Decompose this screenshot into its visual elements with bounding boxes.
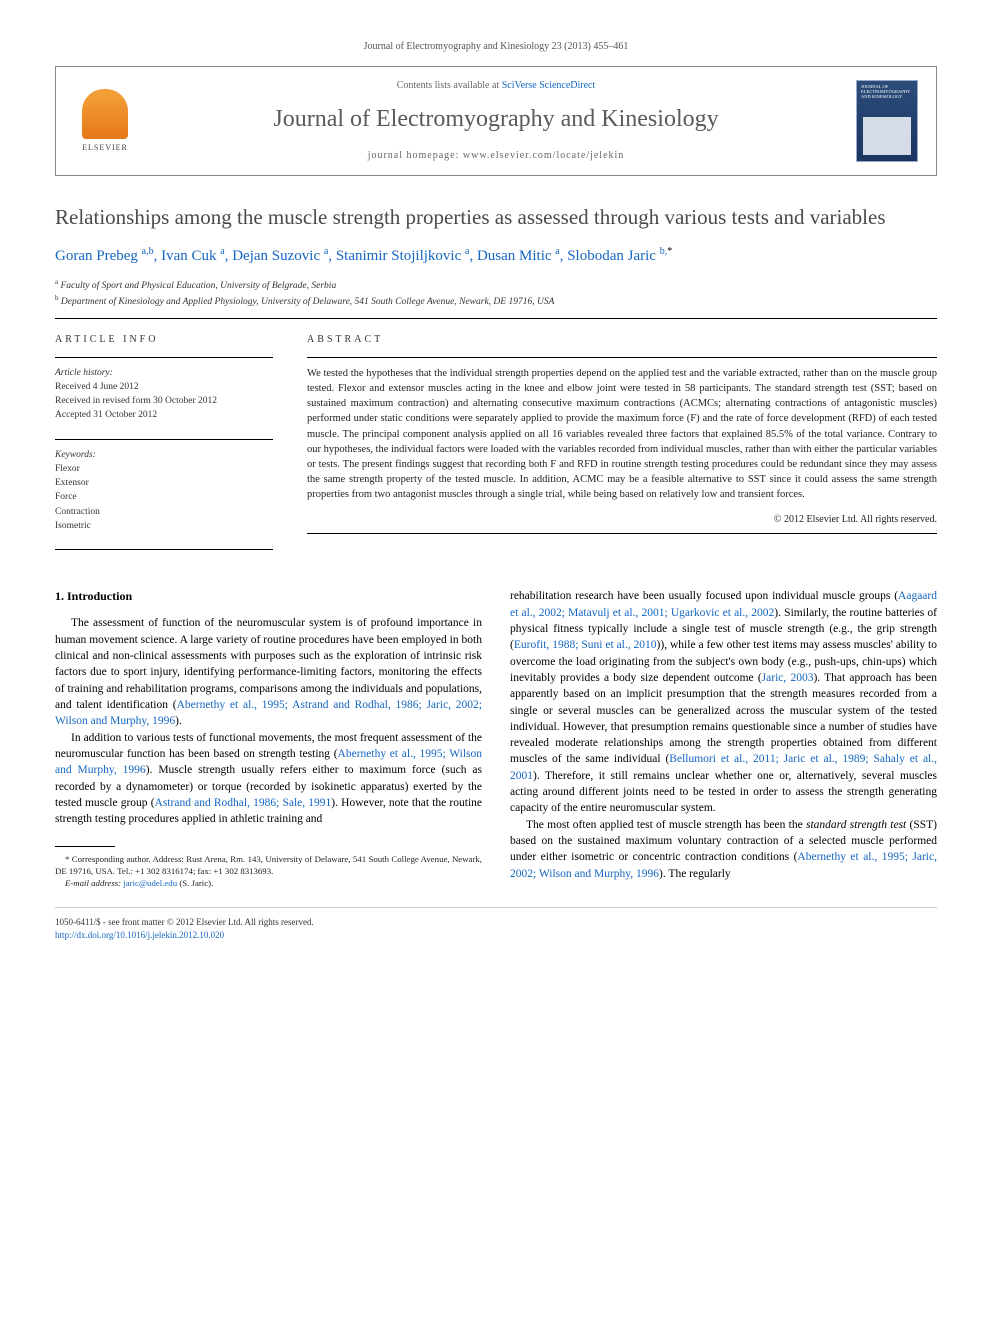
body-right-column: rehabilitation research have been usuall… [510,588,937,889]
history-label: Article history: [55,366,273,380]
doi-link[interactable]: http://dx.doi.org/10.1016/j.jelekin.2012… [55,929,314,942]
section-number: 1. [55,589,64,603]
journal-homepage-line: journal homepage: www.elsevier.com/locat… [154,149,838,163]
body-left-column: 1. Introduction The assessment of functi… [55,588,482,889]
keywords-label: Keywords: [55,448,273,462]
affiliations: a Faculty of Sport and Physical Educatio… [55,277,937,310]
info-divider [55,549,273,550]
affiliation-line: b Department of Kinesiology and Applied … [55,293,937,309]
contents-available-line: Contents lists available at SciVerse Sci… [154,79,838,93]
sciencedirect-link[interactable]: SciVerse ScienceDirect [502,80,596,91]
contents-prefix: Contents lists available at [397,80,502,91]
email-footnote: E-mail address: jaric@udel.edu (S. Jaric… [55,877,482,889]
journal-reference: Journal of Electromyography and Kinesiol… [55,40,937,54]
history-received: Received 4 June 2012 [55,380,273,394]
keyword: Extensor [55,476,273,490]
author-list: Goran Prebeg a,b, Ivan Cuk a, Dejan Suzo… [55,245,937,267]
footnote-separator [55,846,115,847]
info-divider [55,439,273,440]
body-paragraph: rehabilitation research have been usuall… [510,588,937,817]
abstract-copyright: © 2012 Elsevier Ltd. All rights reserved… [307,513,937,527]
abstract-column: ABSTRACT We tested the hypotheses that t… [307,333,937,559]
keyword: Force [55,490,273,504]
article-info-heading: ARTICLE INFO [55,333,273,347]
journal-cover-thumbnail: JOURNAL OF ELECTROMYOGRAPHY AND KINESIOL… [856,80,918,162]
body-paragraph: The most often applied test of muscle st… [510,817,937,882]
journal-header: ELSEVIER Contents lists available at Sci… [55,66,937,176]
email-label: E-mail address: [65,878,121,888]
corresponding-email-link[interactable]: jaric@udel.edu [123,878,177,888]
body-paragraph: The assessment of function of the neurom… [55,615,482,729]
divider [55,318,937,319]
footer-bar: 1050-6411/$ - see front matter © 2012 El… [55,907,937,941]
body-paragraph: In addition to various tests of function… [55,730,482,828]
article-title: Relationships among the muscle strength … [55,204,937,231]
homepage-prefix: journal homepage: [368,150,463,161]
abstract-text: We tested the hypotheses that the indivi… [307,366,937,503]
homepage-url[interactable]: www.elsevier.com/locate/jelekin [463,150,624,161]
issn-line: 1050-6411/$ - see front matter © 2012 El… [55,916,314,929]
section-heading-intro: 1. Introduction [55,588,482,605]
cover-label: JOURNAL OF ELECTROMYOGRAPHY AND KINESIOL… [861,85,913,100]
keywords-block: Keywords: FlexorExtensorForceContraction… [55,448,273,534]
history-accepted: Accepted 31 October 2012 [55,408,273,422]
keyword: Isometric [55,519,273,533]
info-divider [55,357,273,358]
elsevier-tree-icon [82,89,128,139]
keyword: Contraction [55,505,273,519]
keyword: Flexor [55,462,273,476]
history-revised: Received in revised form 30 October 2012 [55,394,273,408]
elsevier-label: ELSEVIER [82,142,128,153]
email-owner: (S. Jaric). [179,878,213,888]
corresponding-author-footnote: * Corresponding author. Address: Rust Ar… [55,853,482,878]
article-info-sidebar: ARTICLE INFO Article history: Received 4… [55,333,273,559]
section-title: Introduction [67,589,132,603]
elsevier-logo: ELSEVIER [74,85,136,157]
abstract-heading: ABSTRACT [307,333,937,347]
body-two-column: 1. Introduction The assessment of functi… [55,588,937,889]
article-history: Article history: Received 4 June 2012 Re… [55,366,273,423]
abstract-divider-bottom [307,533,937,534]
abstract-divider [307,357,937,358]
journal-name: Journal of Electromyography and Kinesiol… [154,103,838,137]
cover-image-placeholder [863,117,911,155]
affiliation-line: a Faculty of Sport and Physical Educatio… [55,277,937,293]
